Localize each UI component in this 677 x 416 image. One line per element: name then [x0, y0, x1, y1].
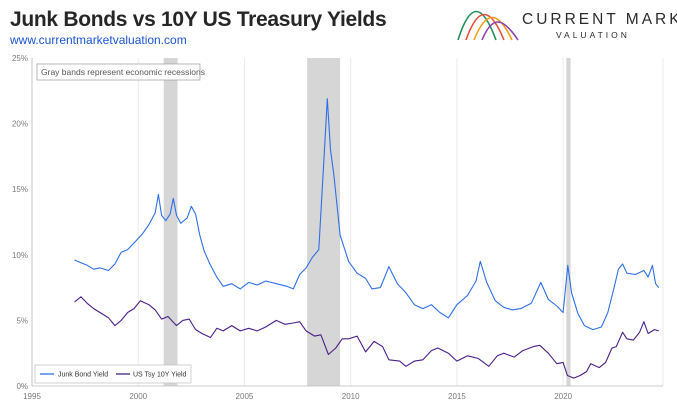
website-link[interactable]: www.currentmarketvaluation.com — [10, 33, 187, 47]
logo-waves-icon — [457, 10, 519, 41]
x-tick-label: 2000 — [129, 392, 147, 401]
y-tick-label: 25% — [12, 54, 28, 63]
x-tick-label: 1995 — [23, 392, 41, 401]
x-tick-label: 2010 — [342, 392, 360, 401]
recession-band-1 — [307, 58, 341, 386]
recession-band-0 — [163, 58, 178, 386]
y-tick-label: 10% — [12, 251, 28, 260]
axes: 0% 5% 10% 15% 20% 25% 1995 2000 2005 2010 2015 2020 — [12, 54, 663, 401]
brand-name: CURRENT MARKET — [522, 11, 677, 28]
data-lines — [74, 98, 660, 379]
recession-band-2 — [566, 58, 571, 386]
y-tick-label: 20% — [12, 120, 28, 129]
y-tick-label: 0% — [16, 382, 28, 391]
legend-label-junk: Junk Bond Yield — [58, 372, 108, 379]
junk-bond-yield-line — [74, 98, 660, 331]
x-tick-label: 2005 — [236, 392, 254, 401]
annotation-box: Gray bands represent economic recessions — [36, 63, 205, 81]
chart-title: Junk Bonds vs 10Y US Treasury Yields — [10, 8, 387, 31]
legend: Junk Bond Yield US Tsy 10Y Yield — [34, 364, 192, 384]
x-tick-label: 2020 — [554, 392, 572, 401]
brand-tagline: VALUATION — [556, 30, 630, 40]
y-tick-label: 5% — [16, 316, 28, 325]
recession-bands — [163, 58, 571, 386]
brand-logo: CURRENT MARKET VALUATION — [456, 8, 677, 44]
legend-label-treasury: US Tsy 10Y Yield — [133, 372, 187, 379]
x-tick-label: 2015 — [448, 392, 466, 401]
y-tick-label: 15% — [12, 185, 28, 194]
annotation-text: Gray bands represent economic recessions — [41, 67, 205, 77]
treasury-yield-line — [74, 296, 659, 379]
